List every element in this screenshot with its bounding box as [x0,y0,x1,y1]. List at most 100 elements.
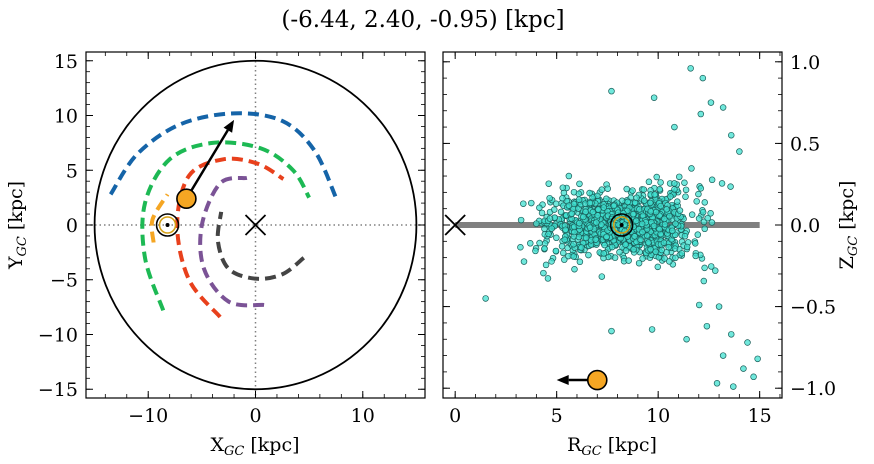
spiral-arm [198,175,265,308]
star-point [586,189,593,197]
star-point [657,179,664,186]
star-point [712,267,719,274]
star-point [545,180,552,187]
star-point [533,220,540,227]
star-point [568,210,576,217]
star-point [715,303,723,310]
star-point [700,277,708,285]
star-point [656,186,663,193]
left-plot-frame [85,51,426,399]
x-tick-label: 5 [551,405,563,427]
star-point [695,215,703,222]
star-point [548,225,555,232]
star-point [536,204,543,212]
star-point [578,244,585,251]
x-tick-label: 0 [249,405,261,427]
star-point [540,269,547,277]
star-point [557,208,565,216]
star-point [559,194,566,202]
star-point [631,233,638,240]
star-point [608,87,615,95]
star-point [650,222,658,230]
star-point [561,256,568,263]
star-point [608,243,616,251]
star-point [682,193,689,200]
star-point [661,255,668,262]
y-tick-label: −0.5 [790,297,836,319]
star-point [570,240,577,248]
star-point [660,239,668,246]
sun-marker-ring [612,216,631,234]
star-point [561,236,568,244]
star-point [629,187,636,194]
star-point [562,226,569,234]
star-point [708,176,716,184]
star-point [603,195,610,203]
star-point [551,206,558,213]
star-point [576,219,583,227]
star-point [695,190,702,198]
star-point [656,225,663,233]
star-point [651,191,658,198]
y-tick-label: −15 [38,379,78,401]
right-xlabel: RGC [kpc] [567,434,657,459]
star-point [674,198,681,205]
star-point [625,257,632,264]
y-tick-label: 0.0 [790,215,820,237]
star-point [666,258,673,265]
star-point [640,186,648,193]
star-point [694,231,702,238]
star-point [553,234,560,242]
star-point [671,245,679,252]
x-tick-label: 10 [351,405,375,427]
star-point [643,232,651,239]
star-point [713,380,721,387]
star-point [693,198,700,205]
left-ylabel: YGC [kpc] [5,181,30,270]
sun-marker-ring [158,216,177,234]
star-point [718,180,726,187]
star-point [669,227,676,235]
star-point [697,185,705,192]
star-point [663,206,670,213]
star-point [730,383,737,390]
star-point [667,193,674,200]
y-tick-label: 1.0 [790,52,820,74]
star-point [598,186,606,193]
velocity-arrow-head [556,375,569,386]
star-point [653,173,660,181]
star-point [701,199,709,206]
star-point [639,255,646,262]
left-panel: −10 0 10 −15 −10 −5 0 5 10 15 XGC [kpc] YGC [kpc] [5,51,426,459]
star-point [571,265,578,273]
star-point [672,254,679,262]
star-point [586,224,594,231]
star-point [639,228,646,236]
star-point [520,258,528,265]
star-point [754,355,761,363]
star-point [641,197,648,204]
figure-title: (-6.44, 2.40, -0.95) [kpc] [281,7,564,33]
star-point [682,186,690,194]
star-point [654,263,662,271]
star-point [687,65,694,72]
star-point [538,209,546,217]
star-point [558,243,566,250]
star-point [565,172,573,180]
star-point [541,245,548,252]
x-tick-label: 0 [449,405,461,427]
star-point [704,214,711,222]
star-point [593,219,600,226]
galaxy-boundary-circle [93,59,418,391]
star-point [652,248,659,256]
star-point [517,216,525,224]
star-point [707,263,715,270]
star-point [707,99,715,106]
star-point [672,220,679,227]
star-point [603,233,610,241]
star-point [622,247,630,254]
y-tick-label: 0 [66,215,78,237]
star-point [580,213,587,221]
star-point [688,211,696,218]
